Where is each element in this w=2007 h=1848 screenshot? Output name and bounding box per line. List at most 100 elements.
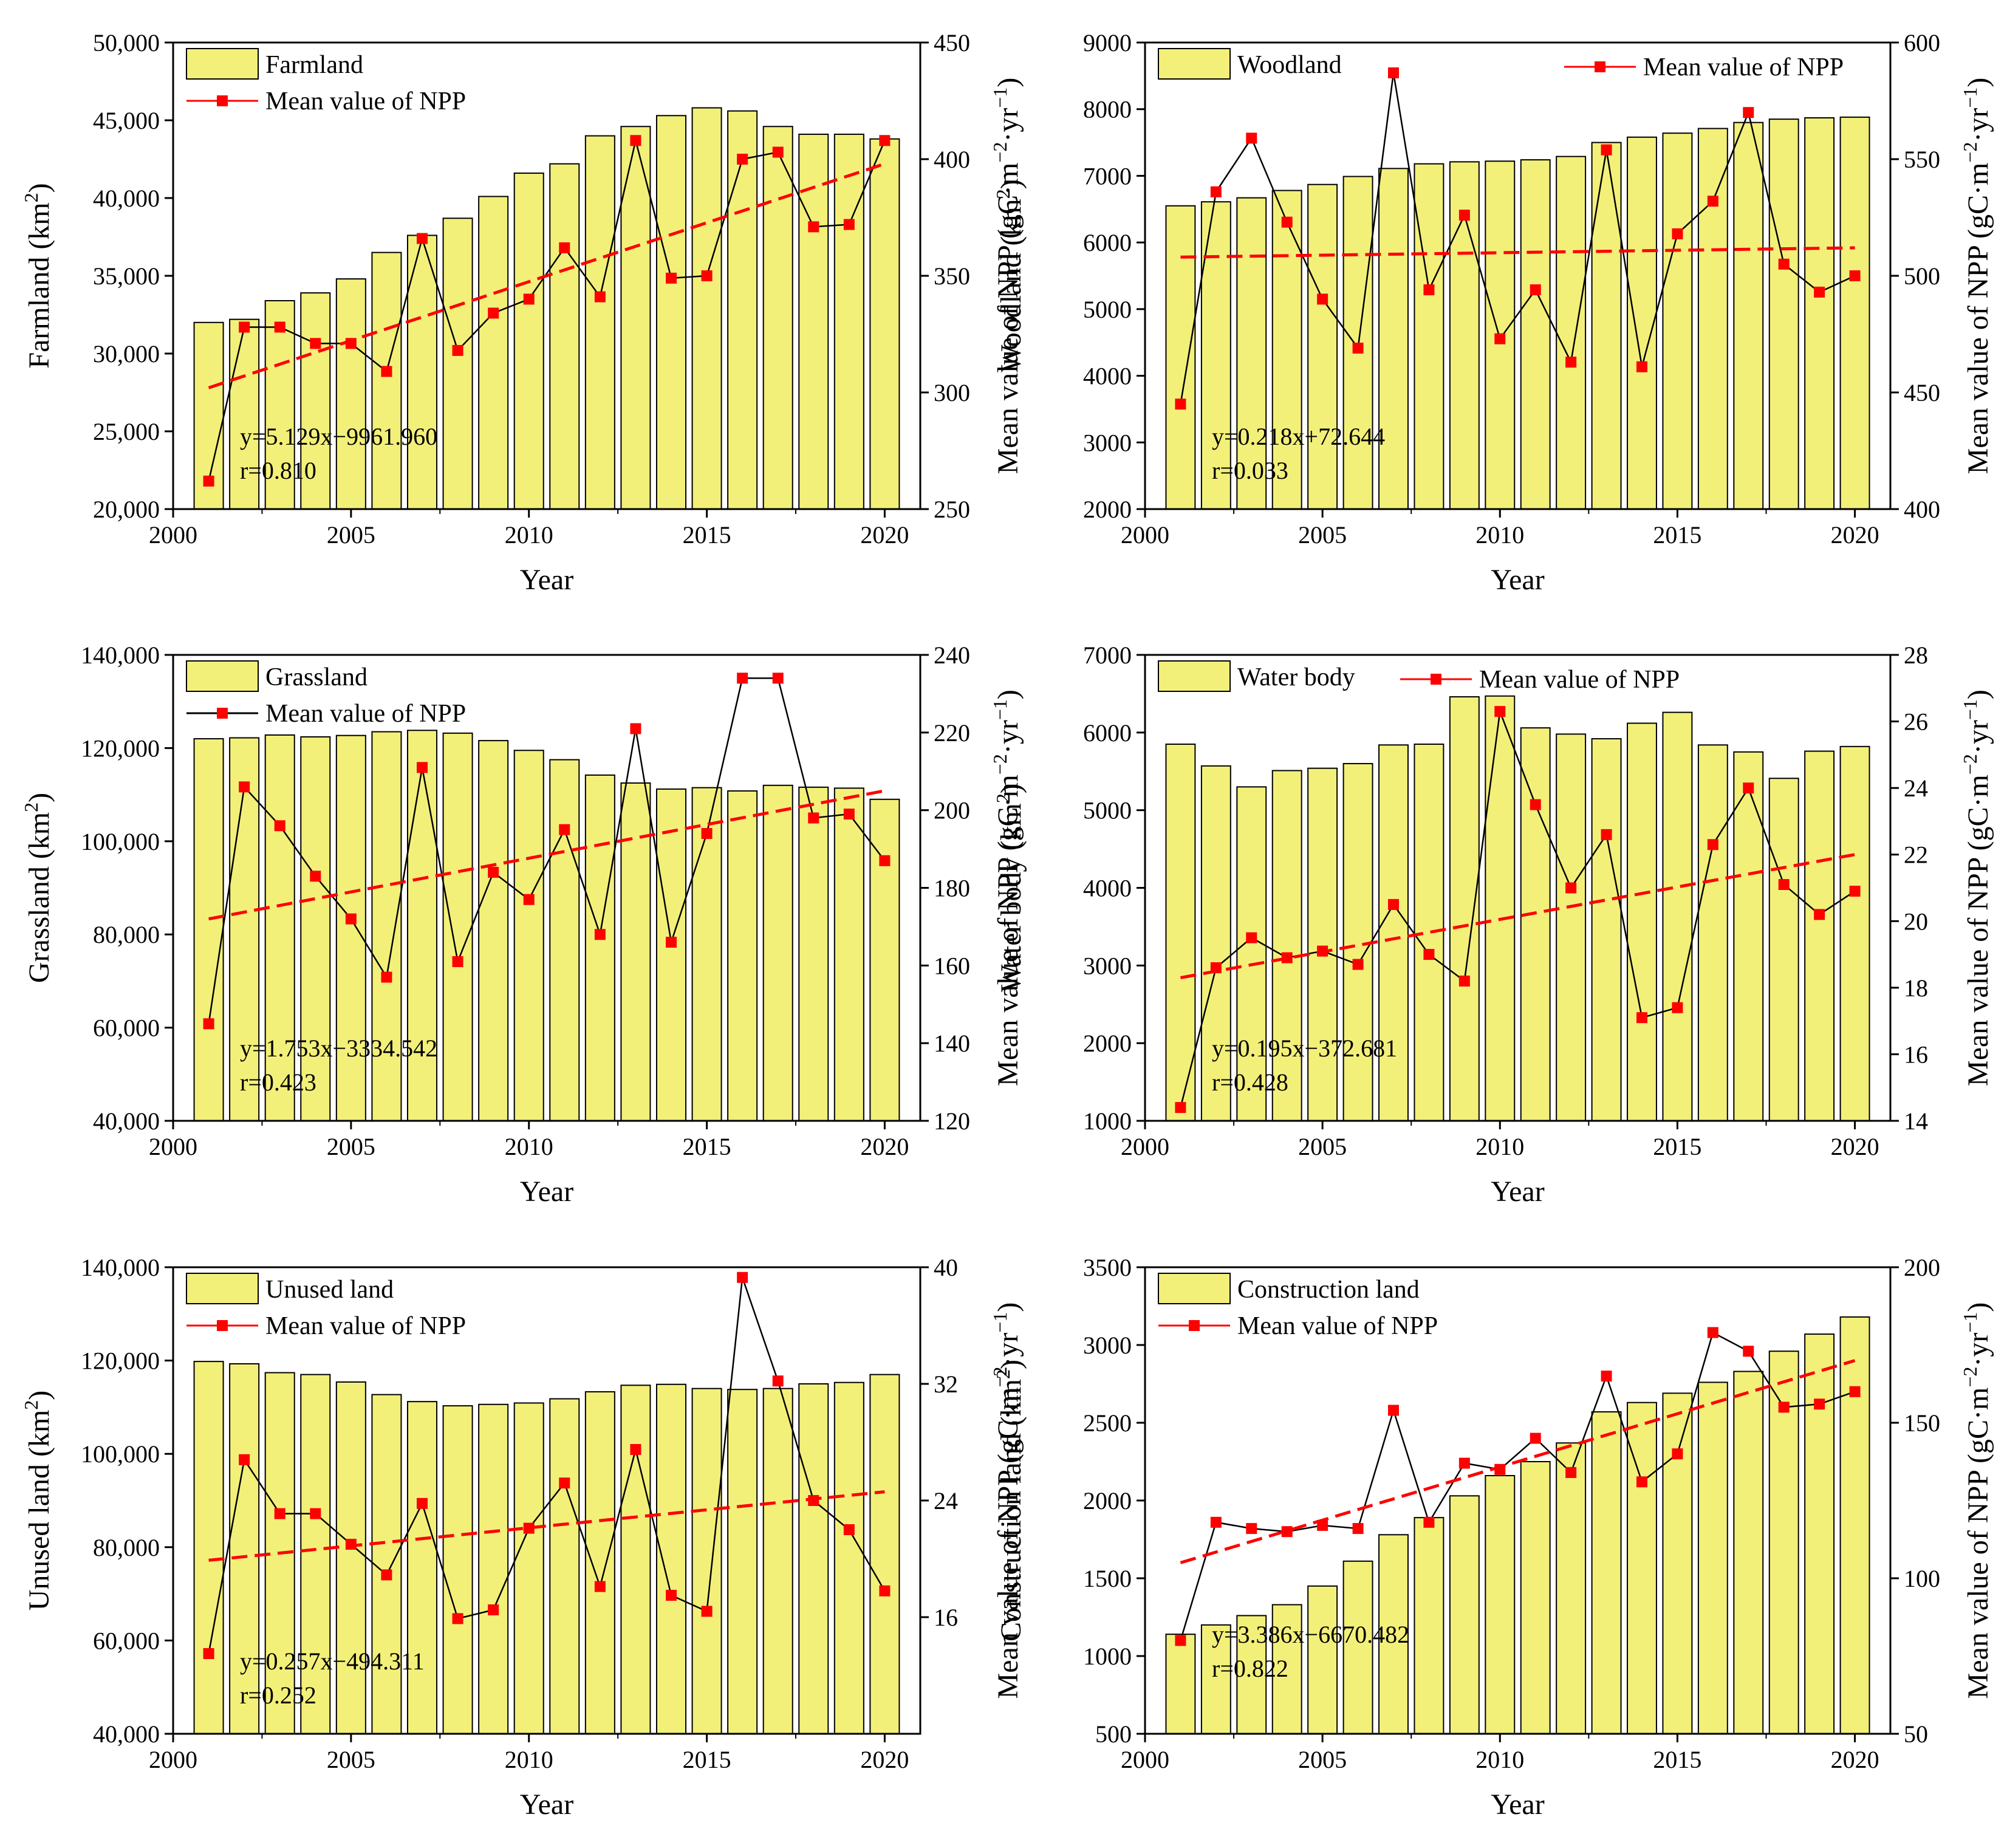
npp-marker-2019 xyxy=(843,219,855,230)
area-bar-2007 xyxy=(406,1401,438,1735)
y2-tick-label: 160 xyxy=(934,952,970,979)
area-bar-2011 xyxy=(1520,727,1551,1121)
area-bar-2010 xyxy=(513,750,544,1121)
area-bar-2017 xyxy=(762,784,793,1121)
npp-marker-2004 xyxy=(1281,1526,1293,1538)
legend-line-label: Mean value of NPP xyxy=(1643,53,1844,81)
npp-marker-2005 xyxy=(345,338,357,349)
y-tick-label: 40,000 xyxy=(93,1107,160,1135)
npp-marker-2017 xyxy=(1743,1346,1754,1357)
npp-marker-2001 xyxy=(1175,1635,1186,1646)
npp-marker-2020 xyxy=(879,1585,891,1596)
area-bar-2008 xyxy=(442,1405,473,1734)
npp-marker-2013 xyxy=(630,1444,641,1455)
legend: Water body Mean value of NPP xyxy=(1158,660,1680,694)
area-bar-2006 xyxy=(371,1394,402,1735)
area-bar-2017 xyxy=(762,1388,793,1734)
area-bar-2015 xyxy=(1662,711,1693,1121)
npp-marker-2011 xyxy=(1530,1432,1541,1444)
npp-marker-2020 xyxy=(1849,885,1861,897)
y-axis-title: Farmland (km2) xyxy=(20,183,55,368)
area-bar-2002 xyxy=(229,737,260,1121)
area-bar-2004 xyxy=(300,292,331,510)
legend-bar-label: Farmland xyxy=(265,51,363,79)
x-tick-label: 2010 xyxy=(505,1133,553,1160)
legend-marker-swatch xyxy=(217,1320,228,1331)
npp-marker-2016 xyxy=(1707,1327,1718,1338)
y-tick-label: 3000 xyxy=(1083,1332,1132,1359)
npp-marker-2007 xyxy=(417,762,428,773)
area-bar-2012 xyxy=(1556,733,1587,1121)
y-tick-label: 1000 xyxy=(1083,1107,1132,1135)
area-bar-2013 xyxy=(620,782,651,1122)
npp-marker-2015 xyxy=(701,828,713,840)
x-axis-title: Year xyxy=(520,1176,573,1208)
npp-marker-2006 xyxy=(1352,1523,1364,1535)
npp-line xyxy=(1180,711,1856,1108)
area-bar-2018 xyxy=(1768,1350,1799,1734)
y2-axis-title: Mean value of NPP (gC·m−2·yr−1) xyxy=(1959,690,1994,1086)
npp-marker-2012 xyxy=(1565,357,1577,368)
legend-marker-swatch xyxy=(217,708,228,719)
area-bar-2004 xyxy=(300,736,331,1121)
regression-equation: y=1.753x−3334.542 xyxy=(240,1035,437,1062)
x-axis-title: Year xyxy=(520,1788,573,1821)
area-bar-2017 xyxy=(1733,751,1764,1121)
x-tick-label: 2020 xyxy=(860,521,909,549)
area-bar-2011 xyxy=(549,1398,580,1734)
area-bar-2004 xyxy=(1271,1604,1302,1735)
y2-tick-label: 500 xyxy=(1904,262,1940,290)
npp-marker-2002 xyxy=(1210,186,1222,197)
area-bar-2005 xyxy=(335,1381,366,1734)
npp-marker-2003 xyxy=(274,820,285,832)
npp-marker-2001 xyxy=(1175,1102,1186,1114)
area-bar-2015 xyxy=(1662,1392,1693,1735)
y2-tick-label: 600 xyxy=(1904,29,1940,56)
area-bar-2015 xyxy=(1662,132,1693,510)
y-tick-label: 140,000 xyxy=(81,1254,160,1281)
npp-marker-2014 xyxy=(1636,1012,1647,1024)
npp-marker-2019 xyxy=(1814,286,1825,298)
y-tick-label: 500 xyxy=(1095,1720,1132,1748)
npp-marker-2017 xyxy=(772,672,784,684)
y2-tick-label: 20 xyxy=(1904,908,1928,935)
area-bar-2015 xyxy=(691,1388,722,1734)
y-tick-label: 5000 xyxy=(1083,296,1132,323)
area-bar-2009 xyxy=(478,196,509,510)
correlation-coefficient: r=0.033 xyxy=(1212,457,1288,484)
y-tick-label: 100,000 xyxy=(81,1440,160,1468)
legend-line-label: Mean value of NPP xyxy=(265,1312,466,1340)
y-tick-label: 2500 xyxy=(1083,1409,1132,1437)
legend-line-label: Mean value of NPP xyxy=(1237,1312,1438,1340)
npp-marker-2017 xyxy=(1743,782,1754,794)
npp-marker-2016 xyxy=(737,1271,748,1283)
legend-marker-swatch xyxy=(217,95,228,106)
y2-axis-title: Mean value of NPP (gC·m−2·yr−1) xyxy=(1959,78,1994,474)
regression-equation: y=0.195x−372.681 xyxy=(1212,1035,1397,1062)
npp-line xyxy=(208,140,886,482)
npp-marker-2018 xyxy=(1778,258,1790,270)
npp-marker-2017 xyxy=(772,146,784,158)
area-bar-2007 xyxy=(1378,744,1409,1121)
area-bar-2008 xyxy=(1414,744,1445,1121)
y2-tick-label: 250 xyxy=(934,496,970,523)
npp-marker-2008 xyxy=(452,956,463,967)
npp-marker-2010 xyxy=(523,894,535,905)
area-bar-2008 xyxy=(1414,163,1445,510)
x-axis-title: Year xyxy=(520,564,573,596)
npp-marker-2001 xyxy=(203,1648,214,1659)
legend-bar-swatch xyxy=(186,660,259,692)
x-tick-label: 2010 xyxy=(1475,1133,1524,1160)
npp-marker-2016 xyxy=(737,672,748,684)
area-bar-2005 xyxy=(335,734,366,1122)
npp-marker-2013 xyxy=(1601,829,1612,840)
regression-equation: y=0.218x+72.644 xyxy=(1212,423,1385,450)
x-tick-label: 2015 xyxy=(1653,521,1701,549)
area-bar-2020 xyxy=(1839,1316,1870,1734)
correlation-coefficient: r=0.428 xyxy=(1212,1069,1288,1096)
trend-line xyxy=(1180,246,1855,259)
y-tick-label: 120,000 xyxy=(81,734,160,762)
chart-panel-5: 2000 2005 2010 2015 2020 40,000 60,000 80,000 10… xyxy=(20,1254,1024,1821)
x-tick-label: 2010 xyxy=(505,1746,553,1773)
y2-tick-label: 24 xyxy=(1904,775,1928,802)
